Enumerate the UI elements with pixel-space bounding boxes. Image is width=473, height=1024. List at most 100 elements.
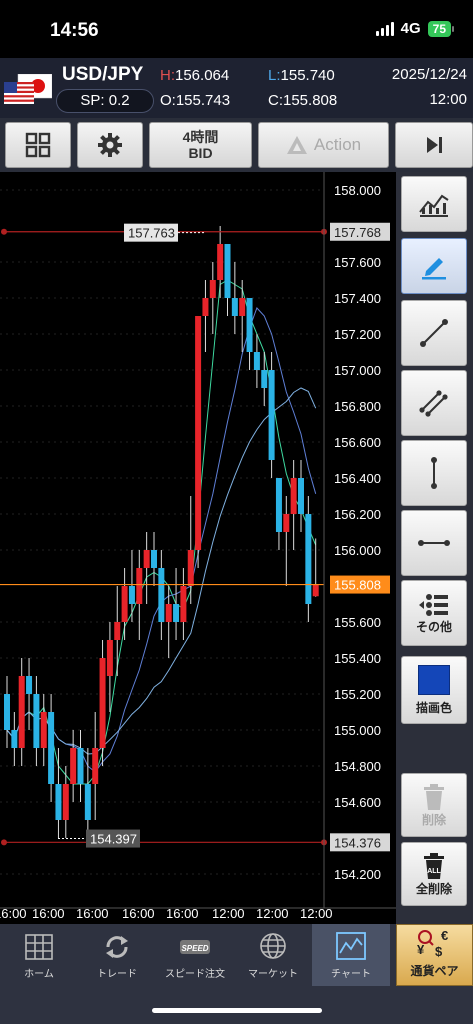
candle-down <box>26 676 33 694</box>
candle-down <box>261 370 268 388</box>
timeframe-button[interactable]: 4時間 BID <box>149 122 252 168</box>
y-tick-label: 154.800 <box>334 759 381 774</box>
candle-up <box>62 784 69 820</box>
candle-down <box>158 568 165 622</box>
x-tick-label: 16:00 <box>0 906 27 921</box>
high-marker-box <box>124 223 178 242</box>
candle-up <box>70 748 77 784</box>
close-quote: C:155.808 <box>268 92 338 109</box>
candle-up <box>114 622 121 640</box>
y-tick-label: 155.200 <box>334 687 381 702</box>
tab-currency-pair-label: 通貨ペア <box>410 964 459 978</box>
candle-time: 12:00 <box>429 91 467 108</box>
price-chart[interactable]: 157.768 154.376 157.763 154.397 155.808 158.… <box>0 172 396 924</box>
trend-line-icon <box>420 319 448 347</box>
low-marker-label: 154.397 <box>90 832 137 847</box>
play-button[interactable] <box>395 122 473 168</box>
candle-down <box>128 586 135 604</box>
high-line-dot-left <box>1 228 7 235</box>
more-tools-label: その他 <box>415 619 452 634</box>
candle-up <box>92 748 99 784</box>
more-tools-button[interactable]: その他 <box>401 580 467 646</box>
signal-icon <box>375 21 394 36</box>
indicator-chart-icon <box>419 194 449 217</box>
trash-all-icon: ALL <box>424 852 444 879</box>
y-tick-label: 155.400 <box>334 651 381 666</box>
candle-down <box>77 748 84 784</box>
y-tick-label: 155.000 <box>334 723 381 738</box>
action-logo-icon <box>286 136 307 154</box>
status-indicators: 4G 75 <box>375 20 455 37</box>
current-price-tag-label: 155.808 <box>334 578 381 593</box>
horizontal-line-icon <box>418 540 450 546</box>
draw-color-button[interactable]: 描画色 <box>401 656 467 724</box>
candle-up <box>202 298 209 316</box>
candle-down <box>173 604 180 622</box>
candlestick-chart[interactable]: 157.768 154.376 157.763 154.397 155.808 158.… <box>0 172 396 924</box>
bottom-tab-bar: ホーム トレード SPEED スピード注文 マーケット チャート € ¥ $ 通貨ペ… <box>0 924 473 1024</box>
candle-down <box>268 370 275 460</box>
settings-button[interactable] <box>77 122 143 168</box>
vertical-line-button[interactable] <box>401 440 467 506</box>
delete-all-button[interactable]: ALL 全削除 <box>401 842 467 906</box>
high-quote: H:156.064 <box>160 67 230 84</box>
horizontal-line-button[interactable] <box>401 510 467 576</box>
delete-button[interactable]: 削除 <box>401 773 467 837</box>
spread-badge: SP: 0.2 <box>56 89 154 113</box>
quote-header: USD/JPY SP: 0.2 H:156.064 L:155.740 O:15… <box>0 58 473 118</box>
candle-down <box>55 784 62 820</box>
tab-currency-pair[interactable]: € ¥ $ 通貨ペア <box>396 924 473 986</box>
tab-home[interactable]: ホーム <box>0 924 78 986</box>
parallel-lines-icon <box>419 390 448 417</box>
vertical-line-icon <box>431 457 437 489</box>
refresh-icon <box>106 936 128 958</box>
draw-color-label: 描画色 <box>415 700 452 715</box>
candle-down <box>298 478 304 514</box>
action-button[interactable]: Action <box>258 122 389 168</box>
draw-color-swatch <box>418 664 450 695</box>
y-tick-label: 158.000 <box>334 183 381 198</box>
candle-date: 2025/12/24 <box>391 66 467 83</box>
chart-toolbar: 4時間 BID Action <box>0 118 473 172</box>
high-marker-label: 157.763 <box>128 226 175 241</box>
candle-up <box>312 584 319 597</box>
status-time: 14:56 <box>50 20 99 41</box>
currency-pair[interactable]: USD/JPY <box>62 64 144 85</box>
tab-trade-label: トレード <box>97 969 137 980</box>
candle-up <box>239 298 246 316</box>
high-line-tag-box <box>330 222 390 241</box>
y-tick-label: 154.600 <box>334 795 381 810</box>
candle-down <box>305 514 312 604</box>
candle-up <box>209 280 216 298</box>
trend-line-button[interactable] <box>401 300 467 366</box>
y-tick-label: 155.600 <box>334 615 381 630</box>
tab-chart-label: チャート <box>331 969 371 980</box>
candle-down <box>246 298 253 352</box>
network-type: 4G <box>400 20 421 37</box>
y-tick-label: 156.400 <box>334 471 381 486</box>
x-tick-label: 16:00 <box>122 906 155 921</box>
pen-tool-button[interactable] <box>401 238 467 294</box>
pen-icon <box>422 258 446 280</box>
svg-text:¥: ¥ <box>417 942 425 957</box>
ma-fast-line <box>6 279 317 785</box>
usd-jpy-flag-icon <box>4 74 52 104</box>
candle-up <box>136 568 143 604</box>
chart-icon <box>336 932 366 960</box>
tab-market[interactable]: マーケット <box>234 924 312 986</box>
x-tick-label: 12:00 <box>256 906 289 921</box>
battery-icon: 75 <box>427 20 455 37</box>
y-tick-label: 157.400 <box>334 291 381 306</box>
layout-button[interactable] <box>5 122 71 168</box>
candle-up <box>195 316 202 550</box>
channel-line-button[interactable] <box>401 370 467 436</box>
candle-down <box>151 550 157 568</box>
tab-chart[interactable]: チャート <box>312 924 390 986</box>
indicator-button[interactable] <box>401 176 467 232</box>
grid-layout-icon <box>25 132 51 158</box>
y-tick-label: 156.000 <box>334 543 381 558</box>
grid-icon <box>25 934 53 960</box>
svg-text:€: € <box>441 928 448 943</box>
tab-trade[interactable]: トレード <box>78 924 156 986</box>
tab-speed-order[interactable]: SPEED スピード注文 <box>156 924 234 986</box>
